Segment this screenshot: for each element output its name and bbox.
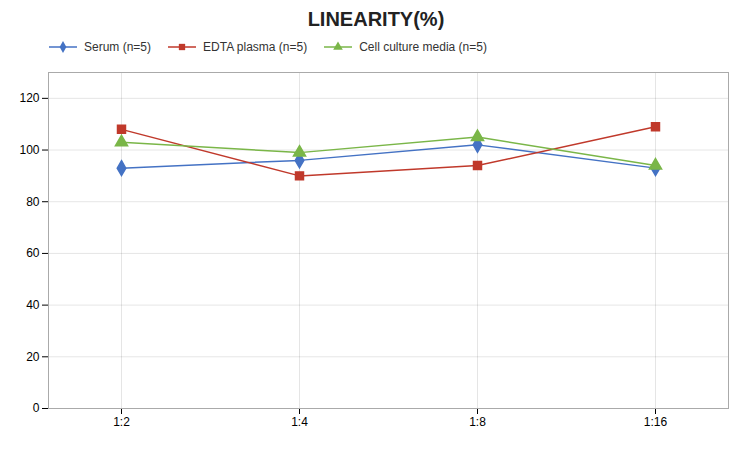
svg-text:20: 20 xyxy=(26,350,40,364)
svg-text:60: 60 xyxy=(26,246,40,260)
html-text:Serum (n=5): Serum (n=5) xyxy=(84,40,151,54)
svg-text:100: 100 xyxy=(19,143,39,157)
html-text:EDTA plasma (n=5): EDTA plasma (n=5) xyxy=(203,40,308,54)
svg-text:0: 0 xyxy=(33,401,40,415)
svg-text:1:2: 1:2 xyxy=(113,415,130,429)
svg-text:1:4: 1:4 xyxy=(291,415,308,429)
svg-text:120: 120 xyxy=(19,91,39,105)
html-text:LINEARITY(%): LINEARITY(%) xyxy=(307,8,445,30)
svg-text:1:16: 1:16 xyxy=(644,415,668,429)
svg-text:1:8: 1:8 xyxy=(469,415,486,429)
html-text:Cell culture media (n=5): Cell culture media (n=5) xyxy=(359,40,487,54)
svg-text:80: 80 xyxy=(26,195,40,209)
svg-text:40: 40 xyxy=(26,298,40,312)
